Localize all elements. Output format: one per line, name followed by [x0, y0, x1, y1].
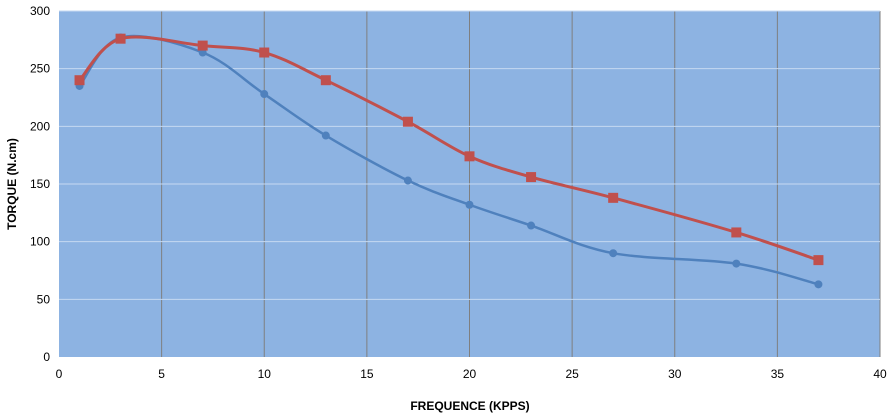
x-tick-label: 20	[463, 367, 477, 381]
data-point-square	[115, 33, 126, 44]
y-tick-label: 50	[37, 292, 51, 306]
data-point-circle	[814, 280, 823, 289]
series-2	[74, 33, 824, 266]
x-tick-label: 30	[668, 367, 682, 381]
y-tick-label: 250	[30, 62, 50, 76]
data-point-circle	[321, 131, 330, 140]
horizontal-gridlines	[59, 10, 880, 300]
x-tick-label: 10	[258, 367, 272, 381]
data-point-circle	[732, 259, 741, 268]
y-tick-label: 300	[30, 4, 50, 18]
data-point-square	[402, 116, 413, 127]
y-tick-label: 0	[43, 350, 50, 364]
y-axis-title: TORQUE (N.cm)	[5, 138, 19, 230]
data-point-square	[74, 75, 85, 86]
x-tick-label: 25	[565, 367, 579, 381]
y-axis-ticks: 0 50 100 150 200 250 300	[30, 4, 50, 364]
data-point-square	[259, 47, 270, 58]
series-layer	[74, 33, 824, 289]
series-line	[78, 35, 819, 262]
data-point-circle	[527, 221, 536, 230]
data-point-square	[197, 40, 208, 51]
data-point-square	[320, 75, 331, 86]
data-point-square	[526, 172, 537, 183]
data-point-square	[731, 227, 742, 238]
y-tick-label: 200	[30, 119, 50, 133]
data-point-circle	[260, 90, 269, 99]
y-tick-label: 100	[30, 235, 50, 249]
x-tick-label: 35	[771, 367, 785, 381]
data-point-square	[813, 255, 824, 266]
x-tick-label: 40	[873, 367, 887, 381]
x-tick-label: 15	[360, 367, 374, 381]
x-axis-ticks: 0 5 10 15 20 25 30 35 40	[56, 367, 887, 381]
x-tick-label: 0	[56, 367, 63, 381]
series-line	[78, 34, 819, 286]
data-point-circle	[465, 200, 474, 209]
data-point-circle	[403, 176, 412, 185]
data-point-square	[608, 192, 619, 203]
y-tick-label: 150	[30, 177, 50, 191]
data-point-square	[464, 151, 475, 162]
x-tick-label: 5	[158, 367, 165, 381]
data-point-circle	[609, 249, 618, 258]
x-axis-title: FREQUENCE (KPPS)	[410, 399, 529, 413]
